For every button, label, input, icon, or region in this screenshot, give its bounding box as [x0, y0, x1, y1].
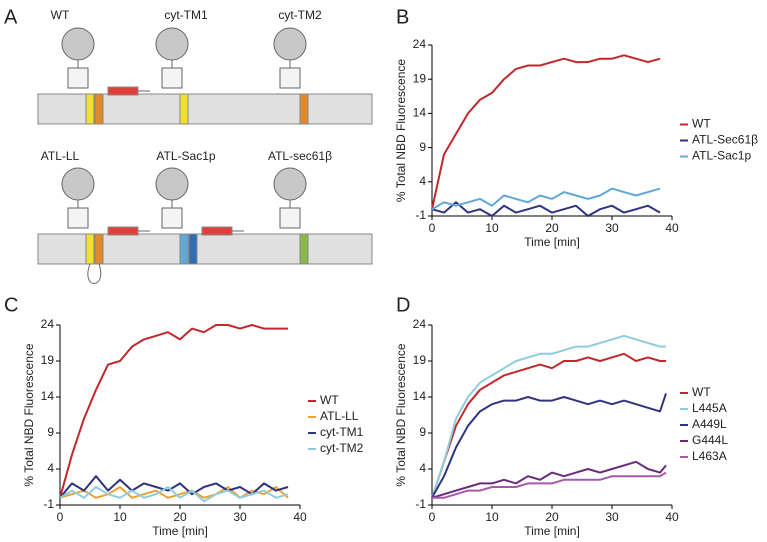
construct-atl-sec61b	[273, 167, 309, 265]
y-tick-label: 14	[413, 106, 427, 120]
y-tick-label: 14	[41, 389, 55, 403]
data-line	[431, 460, 667, 499]
y-tick-label: 19	[41, 353, 55, 367]
legend-label: cyt-TM1	[320, 425, 364, 439]
construct-wt	[61, 27, 150, 125]
y-tick-label: 9	[47, 425, 54, 439]
construct-label: cyt-TM2	[278, 8, 322, 22]
y-tick-label: 4	[419, 461, 426, 475]
legend-label: L463A	[692, 449, 727, 463]
x-tick-label: 40	[665, 221, 679, 235]
construct-cyt-tm2	[273, 27, 309, 125]
construct-label: WT	[51, 8, 70, 22]
x-tick-label: 0	[429, 221, 436, 235]
panel-label: B	[396, 6, 409, 28]
legend-label: A449L	[692, 417, 727, 431]
legend-label: ATL-Sec61β	[692, 133, 758, 147]
data-line	[59, 486, 289, 499]
x-tick-label: 10	[485, 510, 499, 524]
data-line	[432, 471, 667, 499]
construct-label: ATL-sec61β	[268, 149, 332, 163]
y-tick-label: 9	[419, 140, 426, 154]
construct-label: ATL-Sac1p	[156, 149, 215, 163]
y-axis-label: % Total NBD Fluorescence	[394, 59, 408, 203]
x-tick-label: 30	[605, 510, 619, 524]
x-axis-label: Time [min]	[524, 235, 580, 249]
y-tick-label: 4	[419, 174, 426, 188]
construct-label: cyt-TM1	[164, 8, 208, 22]
y-tick-label: 19	[413, 71, 427, 85]
data-line	[59, 475, 289, 499]
x-tick-label: 10	[485, 221, 499, 235]
y-axis-label: % Total NBD Fluorescence	[22, 343, 36, 487]
data-line	[431, 352, 666, 499]
data-line	[431, 54, 661, 210]
x-tick-label: 0	[429, 510, 436, 524]
data-line	[431, 187, 661, 211]
panel-label: A	[4, 6, 18, 28]
panel-label: C	[4, 294, 18, 316]
x-tick-label: 30	[605, 221, 619, 235]
y-tick-label: 9	[419, 425, 426, 439]
x-tick-label: 30	[233, 510, 247, 524]
legend-label: WT	[692, 385, 711, 399]
x-tick-label: 20	[545, 510, 559, 524]
data-line	[431, 393, 667, 499]
y-tick-label: -1	[415, 208, 426, 222]
y-tick-label: -1	[415, 497, 426, 511]
y-tick-label: 24	[413, 37, 427, 51]
x-axis-label: Time [min]	[524, 524, 580, 538]
x-tick-label: 20	[173, 510, 187, 524]
y-axis-label: % Total NBD Fluorescence	[394, 343, 408, 487]
x-tick-label: 40	[293, 510, 307, 524]
data-line	[59, 486, 289, 503]
legend-label: L445A	[692, 401, 727, 415]
x-tick-label: 40	[665, 510, 679, 524]
data-line	[431, 334, 666, 499]
diagram: A WT cyt-TM1 cyt-TM2 ATL-LL ATL-Sac1p AT…	[4, 6, 373, 284]
construct-label: ATL-LL	[41, 149, 80, 163]
legend-label: ATL-LL	[320, 409, 359, 423]
construct-cyt-tm1	[155, 27, 189, 125]
legend-label: WT	[320, 393, 339, 407]
x-axis-label: Time [min]	[152, 524, 208, 538]
construct-atl-sac1p	[155, 167, 244, 265]
construct-atl-ll	[61, 167, 150, 284]
x-tick-label: 20	[545, 221, 559, 235]
y-tick-label: 24	[413, 317, 427, 331]
y-tick-label: 24	[41, 317, 55, 331]
legend-label: G444L	[692, 433, 728, 447]
legend-label: WT	[692, 117, 711, 131]
x-tick-label: 0	[57, 510, 64, 524]
panel-label: D	[396, 294, 410, 316]
y-tick-label: 14	[413, 389, 427, 403]
data-line	[59, 324, 288, 499]
legend-label: cyt-TM2	[320, 441, 364, 455]
y-tick-label: 4	[47, 461, 54, 475]
y-tick-label: 19	[413, 353, 427, 367]
data-line	[431, 201, 661, 217]
y-tick-label: -1	[43, 497, 54, 511]
legend-label: ATL-Sac1p	[692, 149, 751, 163]
x-tick-label: 10	[113, 510, 127, 524]
